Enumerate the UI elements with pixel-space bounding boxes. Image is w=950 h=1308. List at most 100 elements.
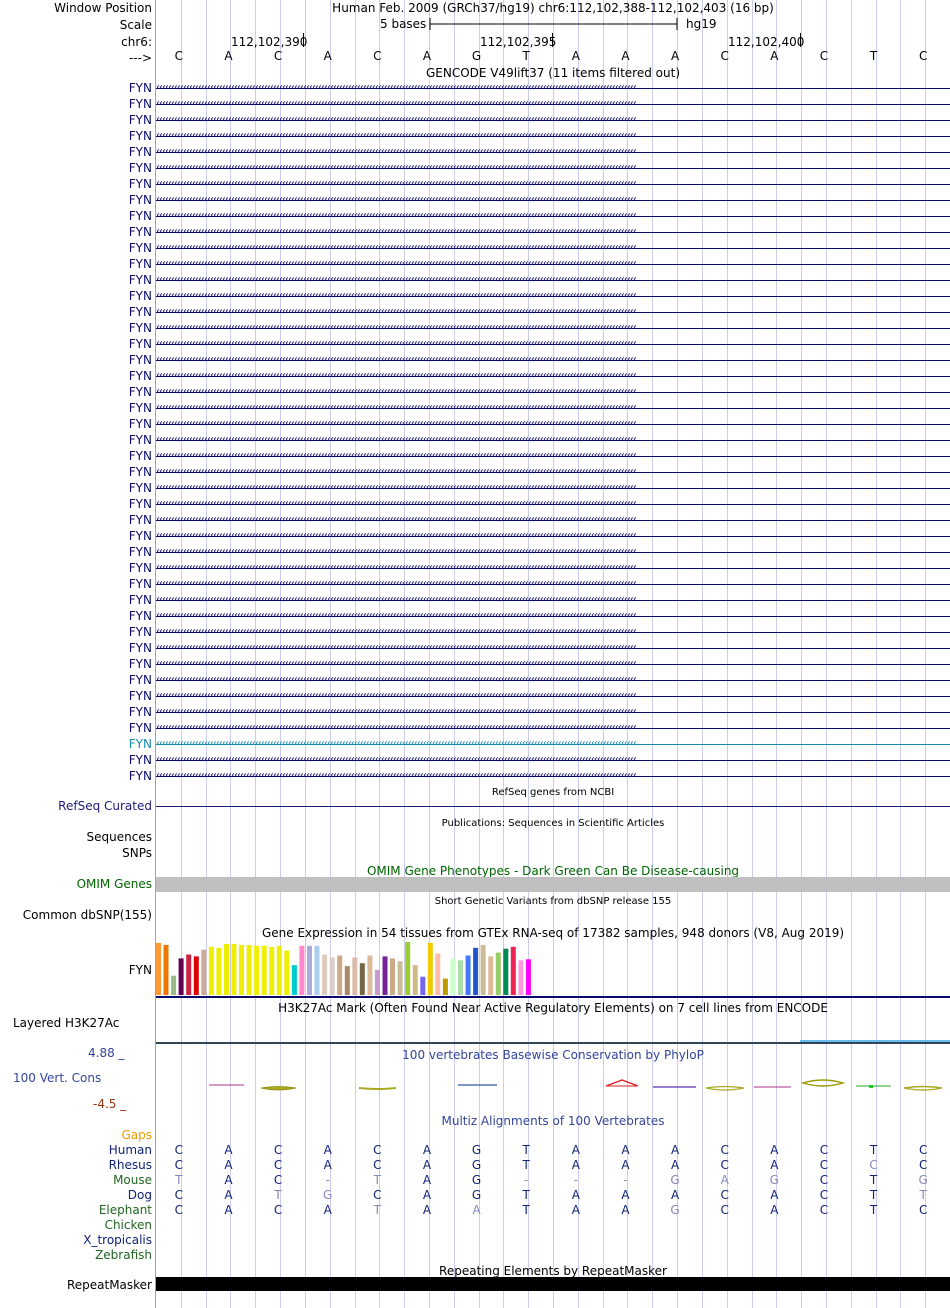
gencode-transcript-line[interactable] [156, 456, 950, 457]
gtex-tissue-bar[interactable] [382, 956, 388, 995]
gencode-transcript-line[interactable] [156, 280, 950, 281]
gencode-transcript-line[interactable] [156, 472, 950, 473]
multiz-species-label[interactable]: Dog [127, 1188, 152, 1202]
multiz-species-label[interactable]: Elephant [98, 1203, 152, 1217]
multiz-species-label[interactable]: X_tropicalis [83, 1233, 152, 1247]
gtex-tissue-bar[interactable] [329, 957, 335, 995]
gencode-gene-label[interactable]: FYN [128, 561, 152, 575]
multiz-species-label[interactable]: Zebrafish [95, 1248, 152, 1262]
gencode-transcript-line[interactable] [156, 216, 950, 217]
gencode-transcript-line[interactable] [156, 168, 950, 169]
gtex-tissue-bar[interactable] [216, 947, 222, 996]
gencode-transcript-line[interactable] [156, 136, 950, 137]
gencode-gene-label[interactable]: FYN [128, 369, 152, 383]
gtex-tissue-bar[interactable] [299, 945, 305, 995]
gencode-transcript-line[interactable] [156, 424, 950, 425]
gencode-transcript-line[interactable] [156, 376, 950, 377]
gtex-tissue-bar[interactable] [307, 945, 312, 995]
gencode-gene-label[interactable]: FYN [128, 433, 152, 447]
gencode-transcript-line[interactable] [156, 248, 950, 249]
multiz-species-label[interactable]: Chicken [104, 1218, 152, 1232]
gencode-gene-label[interactable]: FYN [128, 721, 152, 735]
gtex-tissue-bar[interactable] [503, 948, 509, 995]
gencode-transcript-line[interactable] [156, 744, 950, 745]
gencode-gene-label[interactable]: FYN [128, 353, 152, 367]
gencode-gene-label[interactable]: FYN [128, 497, 152, 511]
gtex-tissue-bar[interactable] [420, 976, 426, 995]
gencode-transcript-line[interactable] [156, 680, 950, 681]
h3k27ac-label[interactable]: Layered H3K27Ac [13, 1016, 120, 1030]
gencode-transcript-line[interactable] [156, 488, 950, 489]
gencode-transcript-line[interactable] [156, 360, 950, 361]
multiz-gaps-label[interactable]: Gaps [121, 1128, 152, 1142]
gtex-label[interactable]: FYN [128, 963, 152, 977]
gtex-tissue-bar[interactable] [473, 947, 479, 996]
gtex-tissue-bar[interactable] [284, 950, 290, 995]
multiz-species-label[interactable]: Mouse [113, 1173, 152, 1187]
gtex-tissue-bar[interactable] [510, 946, 516, 995]
gencode-transcript-line[interactable] [156, 120, 950, 121]
multiz-species-label[interactable]: Rhesus [108, 1158, 152, 1172]
gtex-tissue-bar[interactable] [390, 958, 395, 995]
gtex-tissue-bar[interactable] [239, 944, 244, 995]
gencode-gene-label[interactable]: FYN [128, 129, 152, 143]
gencode-gene-label[interactable]: FYN [128, 673, 152, 687]
refseq-gene-line[interactable] [156, 806, 950, 807]
gtex-tissue-bar[interactable] [405, 942, 411, 995]
publications-sequences-label[interactable]: Sequences [86, 830, 152, 844]
gtex-tissue-bar[interactable] [427, 942, 433, 995]
gencode-transcript-line[interactable] [156, 104, 950, 105]
gtex-tissue-bar[interactable] [276, 945, 282, 995]
gtex-tissue-bar[interactable] [518, 960, 524, 995]
gtex-tissue-bar[interactable] [435, 953, 441, 996]
gencode-gene-label[interactable]: FYN [128, 465, 152, 479]
gencode-transcript-line[interactable] [156, 504, 950, 505]
gencode-gene-label[interactable]: FYN [128, 753, 152, 767]
gencode-transcript-line[interactable] [156, 200, 950, 201]
gencode-gene-label[interactable]: FYN [128, 513, 152, 527]
repeatmasker-label[interactable]: RepeatMasker [66, 1278, 152, 1292]
gtex-tissue-bar[interactable] [344, 966, 350, 995]
gencode-transcript-line[interactable] [156, 312, 950, 313]
gencode-transcript-line[interactable] [156, 696, 950, 697]
gencode-transcript-line[interactable] [156, 440, 950, 441]
omim-gene-bar[interactable] [156, 877, 950, 892]
gencode-transcript-line[interactable] [156, 184, 950, 185]
gencode-gene-label[interactable]: FYN [128, 177, 152, 191]
gencode-transcript-line[interactable] [156, 344, 950, 345]
phylop-label[interactable]: 100 Vert. Cons [13, 1071, 102, 1085]
gtex-tissue-bar[interactable] [322, 954, 328, 996]
gtex-tissue-bar[interactable] [231, 943, 237, 995]
gencode-gene-label[interactable]: FYN [128, 593, 152, 607]
gtex-tissue-bar[interactable] [525, 959, 531, 995]
gencode-gene-label[interactable]: FYN [128, 113, 152, 127]
gencode-gene-label[interactable]: FYN [128, 81, 152, 95]
gencode-gene-label[interactable]: FYN [128, 385, 152, 399]
gtex-tissue-bar[interactable] [397, 961, 403, 996]
gencode-gene-label[interactable]: FYN [128, 545, 152, 559]
gencode-transcript-line[interactable] [156, 536, 950, 537]
dbsnp-label[interactable]: Common dbSNP(155) [22, 908, 152, 922]
gtex-tissue-bar[interactable] [480, 944, 486, 995]
gencode-gene-label[interactable]: FYN [128, 337, 152, 351]
gtex-tissue-bar[interactable] [186, 954, 192, 996]
gencode-gene-label[interactable]: FYN [128, 529, 152, 543]
gtex-tissue-bar[interactable] [163, 944, 169, 995]
gencode-transcript-line[interactable] [156, 776, 950, 777]
gtex-tissue-bar[interactable] [412, 965, 418, 995]
omim-label[interactable]: OMIM Genes [76, 877, 152, 891]
gencode-transcript-line[interactable] [156, 552, 950, 553]
gencode-transcript-line[interactable] [156, 152, 950, 153]
gencode-transcript-line[interactable] [156, 760, 950, 761]
multiz-species-label[interactable]: Human [108, 1143, 152, 1157]
gencode-gene-label[interactable]: FYN [128, 161, 152, 175]
gencode-gene-label[interactable]: FYN [128, 321, 152, 335]
gencode-gene-label[interactable]: FYN [128, 481, 152, 495]
gencode-gene-label[interactable]: FYN [128, 97, 152, 111]
gencode-transcript-line[interactable] [156, 584, 950, 585]
gencode-transcript-line[interactable] [156, 648, 950, 649]
gtex-tissue-bar[interactable] [465, 955, 471, 996]
gtex-tissue-bar[interactable] [156, 942, 161, 995]
gencode-transcript-line[interactable] [156, 88, 950, 89]
phylop-wiggle[interactable] [156, 1076, 950, 1096]
